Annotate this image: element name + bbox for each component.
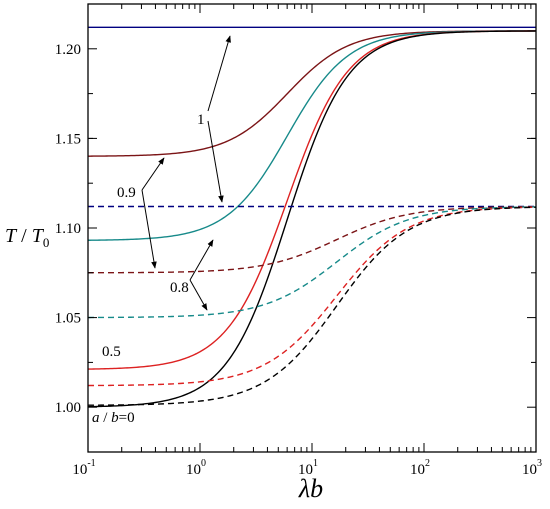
y-axis-title-den: T (32, 225, 45, 247)
x-tick-label: 100 (186, 458, 206, 478)
annotation-label-1: 1 (197, 35, 231, 203)
arrow-0-9-upper (141, 157, 165, 191)
label-0-5: 0.5 (102, 344, 121, 360)
y-tick-label: 1.00 (55, 400, 81, 416)
y-tick-label: 1.15 (55, 131, 81, 147)
dashed-series-6 (88, 206, 536, 274)
x-axis-title-var: b (310, 474, 323, 503)
x-axis-title-lambda: λ (298, 474, 310, 503)
y-tick-label: 1.20 (55, 42, 81, 58)
x-tick-base: 10 (298, 462, 313, 478)
annotation-label-08: 0.8 (170, 239, 214, 311)
label-0-9: 0.9 (117, 185, 136, 201)
arrow-0-9-lower (141, 189, 157, 269)
x-tick-label: 103 (522, 458, 542, 478)
solid-series-4 (88, 30, 536, 408)
dashed-series-8 (88, 206, 536, 387)
label-0-8: 0.8 (170, 280, 189, 296)
x-tick-label: 101 (298, 458, 318, 478)
x-tick-label: 102 (410, 458, 430, 478)
x-axis: 10-1 100 101 102 103 (72, 4, 542, 478)
y-axis-title-sub: 0 (43, 235, 50, 250)
label-a: a (92, 410, 100, 426)
x-tick-exp: 2 (425, 458, 430, 469)
label-1: 1 (197, 112, 205, 128)
label-eq: =0 (119, 410, 135, 426)
y-axis-title-num: T (5, 225, 18, 247)
x-axis-title: λb (298, 474, 323, 503)
arrow-0-8-lower (189, 279, 208, 311)
arrow-1-lower (207, 120, 224, 203)
dashed-series-7 (88, 206, 536, 319)
x-tick-exp: 3 (537, 458, 542, 469)
label-a-over-b: a / b=0 (92, 410, 135, 426)
annotation-label-09: 0.9 (117, 157, 165, 269)
x-tick-base: 10 (410, 462, 425, 478)
series-layer (88, 26, 536, 408)
y-tick-label: 1.05 (55, 311, 81, 327)
x-tick-base: 10 (186, 462, 201, 478)
x-tick-exp: 0 (201, 458, 206, 469)
x-tick-exp: -1 (87, 458, 95, 469)
arrow-1-upper (207, 35, 231, 112)
label-b: b (111, 410, 119, 426)
solid-series-1 (88, 30, 536, 157)
dashed-series-9 (88, 206, 536, 406)
x-tick-base: 10 (72, 462, 87, 478)
y-axis-title: T / T0 (5, 225, 49, 250)
arrow-0-8-upper (189, 239, 214, 281)
plot-frame (87, 3, 537, 453)
y-axis-title-slash: / (16, 225, 32, 247)
label-a-slash: / (100, 410, 112, 426)
x-tick-label: 10-1 (72, 458, 95, 478)
y-tick-label: 1.10 (55, 221, 81, 237)
x-tick-exp: 1 (313, 458, 318, 469)
solid-series-3 (88, 30, 536, 370)
y-axis: 1.00 1.05 1.10 1.15 1.20 (55, 3, 536, 453)
x-tick-base: 10 (522, 462, 537, 478)
